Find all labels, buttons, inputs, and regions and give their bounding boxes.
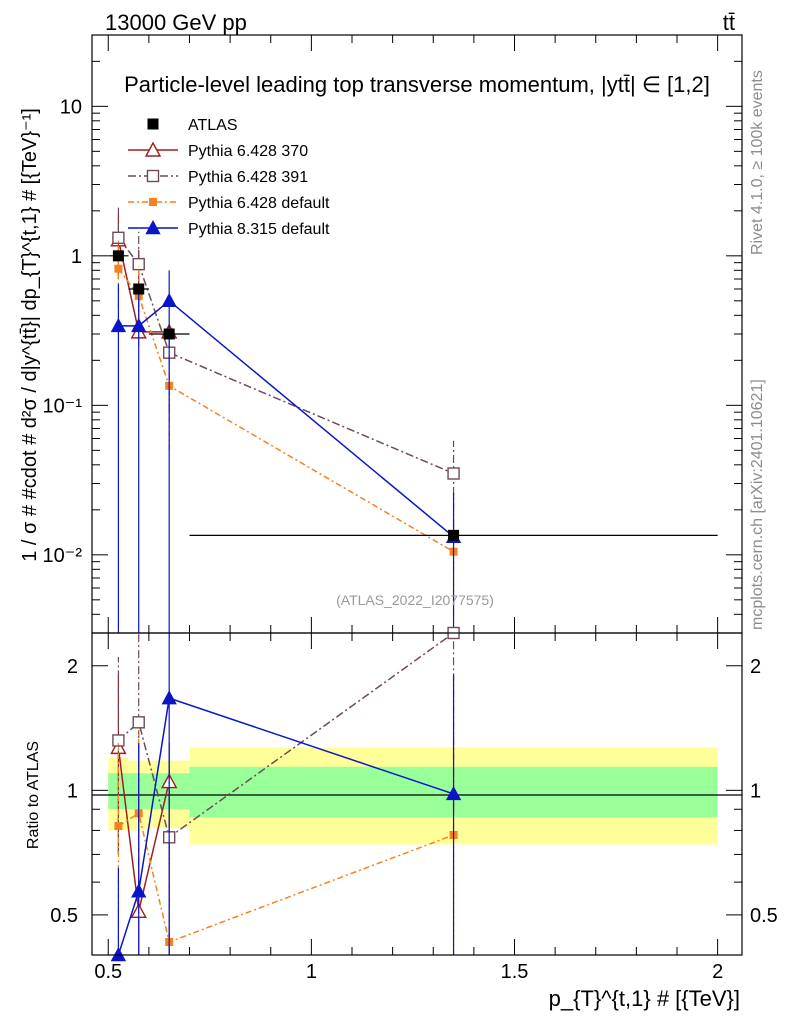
main-pythia-8-315-default-point bbox=[161, 292, 177, 308]
legend-label: Pythia 6.428 default bbox=[188, 195, 330, 212]
legend-marker bbox=[146, 169, 160, 183]
x-axis-label: p_{T}^{t,1} # [{TeV}] bbox=[549, 986, 740, 1011]
legend-label: Pythia 6.428 391 bbox=[188, 169, 308, 186]
ratio-uncertainty-bands bbox=[108, 747, 718, 845]
legend-label: Pythia 8.315 default bbox=[188, 221, 330, 238]
ratio-y-tick-label: 0.5 bbox=[50, 905, 78, 927]
legend: ATLAS Pythia 6.428 370 Pythia 6.428 391 Pyt… bbox=[128, 117, 330, 238]
ratio-pythia-6-428-391-point bbox=[112, 734, 125, 747]
ratio-axis-ticks bbox=[92, 633, 742, 955]
main-panel: 10⁻² 10⁻¹ 1 10 Particle-level leading top t… bbox=[19, 34, 743, 634]
main-pythia-6-428-391-line bbox=[117, 237, 454, 475]
main-chart-title: Particle-level leading top transverse mo… bbox=[124, 72, 710, 97]
x-tick-label: 2 bbox=[712, 961, 723, 983]
ratio-y-tick-labels: 0.5 0.5 1 1 2 2 bbox=[50, 656, 778, 927]
ratio-pythia-6-428-391-point bbox=[132, 716, 145, 729]
rivet-version-label: Rivet 4.1.0, ≥ 100k events bbox=[749, 70, 766, 255]
ratio-panel: 0.5 0.5 1 1 2 2 Ratio to ATLAS bbox=[25, 626, 778, 962]
main-y-tick-label: 10⁻² bbox=[43, 545, 83, 567]
main-atlas-point bbox=[133, 283, 145, 295]
main-pythia-8-315-default-point bbox=[131, 317, 147, 333]
x-tick-label: 1 bbox=[306, 961, 317, 983]
legend-label: ATLAS bbox=[188, 117, 238, 134]
main-pythia-6-428-default-line bbox=[117, 268, 454, 553]
ratio-pythia-6-428-default-point bbox=[114, 821, 123, 830]
main-y-tick-label: 10 bbox=[60, 96, 82, 118]
header-process: tt̄ bbox=[723, 10, 735, 35]
main-pythia-6-428-default-point bbox=[114, 264, 123, 273]
ratio-pythia-8-315-default-point bbox=[445, 785, 462, 801]
ratio-y-tick-label: 1 bbox=[750, 780, 761, 802]
legend-entry: Pythia 6.428 391 bbox=[128, 169, 308, 186]
mcplots-site-label: mcplots.cern.ch [arXiv:2401.10621] bbox=[749, 379, 766, 630]
main-pythia-8-315-default-point bbox=[110, 317, 127, 333]
ratio-y-tick-label: 0.5 bbox=[750, 905, 778, 927]
ratio-pythia-8-315-default-point bbox=[131, 883, 147, 898]
ratio-frame bbox=[91, 632, 743, 956]
legend-entry: Pythia 6.428 default bbox=[128, 195, 330, 212]
main-y-tick-label: 10⁻¹ bbox=[43, 395, 83, 417]
main-pythia-6-428-391-point bbox=[132, 257, 145, 271]
main-axis-ticks bbox=[92, 34, 742, 634]
main-y-tick-label: 1 bbox=[71, 246, 82, 268]
legend-marker bbox=[149, 198, 157, 206]
legend-entry: ATLAS bbox=[147, 117, 238, 134]
main-series-layer bbox=[108, 207, 718, 633]
ratio-pythia-8-315-default-point bbox=[161, 690, 177, 705]
x-tick-label: 0.5 bbox=[94, 961, 122, 983]
analysis-watermark: (ATLAS_2022_I2077575) bbox=[336, 592, 494, 608]
ratio-y-tick-label: 2 bbox=[750, 656, 761, 678]
ratio-y-axis-label: Ratio to ATLAS bbox=[25, 741, 42, 849]
ratio-pythia-6-428-391-line bbox=[117, 632, 455, 839]
x-tick-labels: 0.5 1 1.5 2 bbox=[94, 961, 723, 983]
ratio-pythia-6-428-default-line bbox=[118, 812, 454, 944]
legend-marker bbox=[145, 220, 161, 235]
header-energy: 13000 GeV pp bbox=[105, 10, 247, 35]
ratio-y-tick-label: 2 bbox=[67, 656, 78, 678]
main-atlas-point bbox=[112, 250, 124, 262]
main-pythia-6-428-391-point bbox=[447, 467, 460, 480]
ratio-pythia-8-315-default-line bbox=[117, 697, 454, 956]
main-atlas-point bbox=[163, 328, 175, 340]
main-y-tick-labels: 10⁻² 10⁻¹ 1 10 bbox=[43, 96, 83, 567]
main-y-axis-label: 1 / σ # #cdot # d²σ / d|y^{tt̄}| dp_{T}^… bbox=[19, 108, 41, 562]
legend-marker bbox=[144, 141, 162, 157]
main-pythia-8-315-default-line bbox=[118, 299, 455, 538]
main-atlas-point bbox=[448, 529, 460, 541]
x-tick-label: 1.5 bbox=[501, 961, 529, 983]
legend-label: Pythia 6.428 370 bbox=[188, 143, 308, 160]
legend-marker bbox=[147, 118, 159, 130]
main-pythia-6-428-391-point bbox=[112, 231, 125, 245]
legend-entry: Pythia 8.315 default bbox=[128, 220, 330, 238]
legend-entry: Pythia 6.428 370 bbox=[128, 141, 308, 160]
ratio-y-tick-label: 1 bbox=[67, 780, 78, 802]
